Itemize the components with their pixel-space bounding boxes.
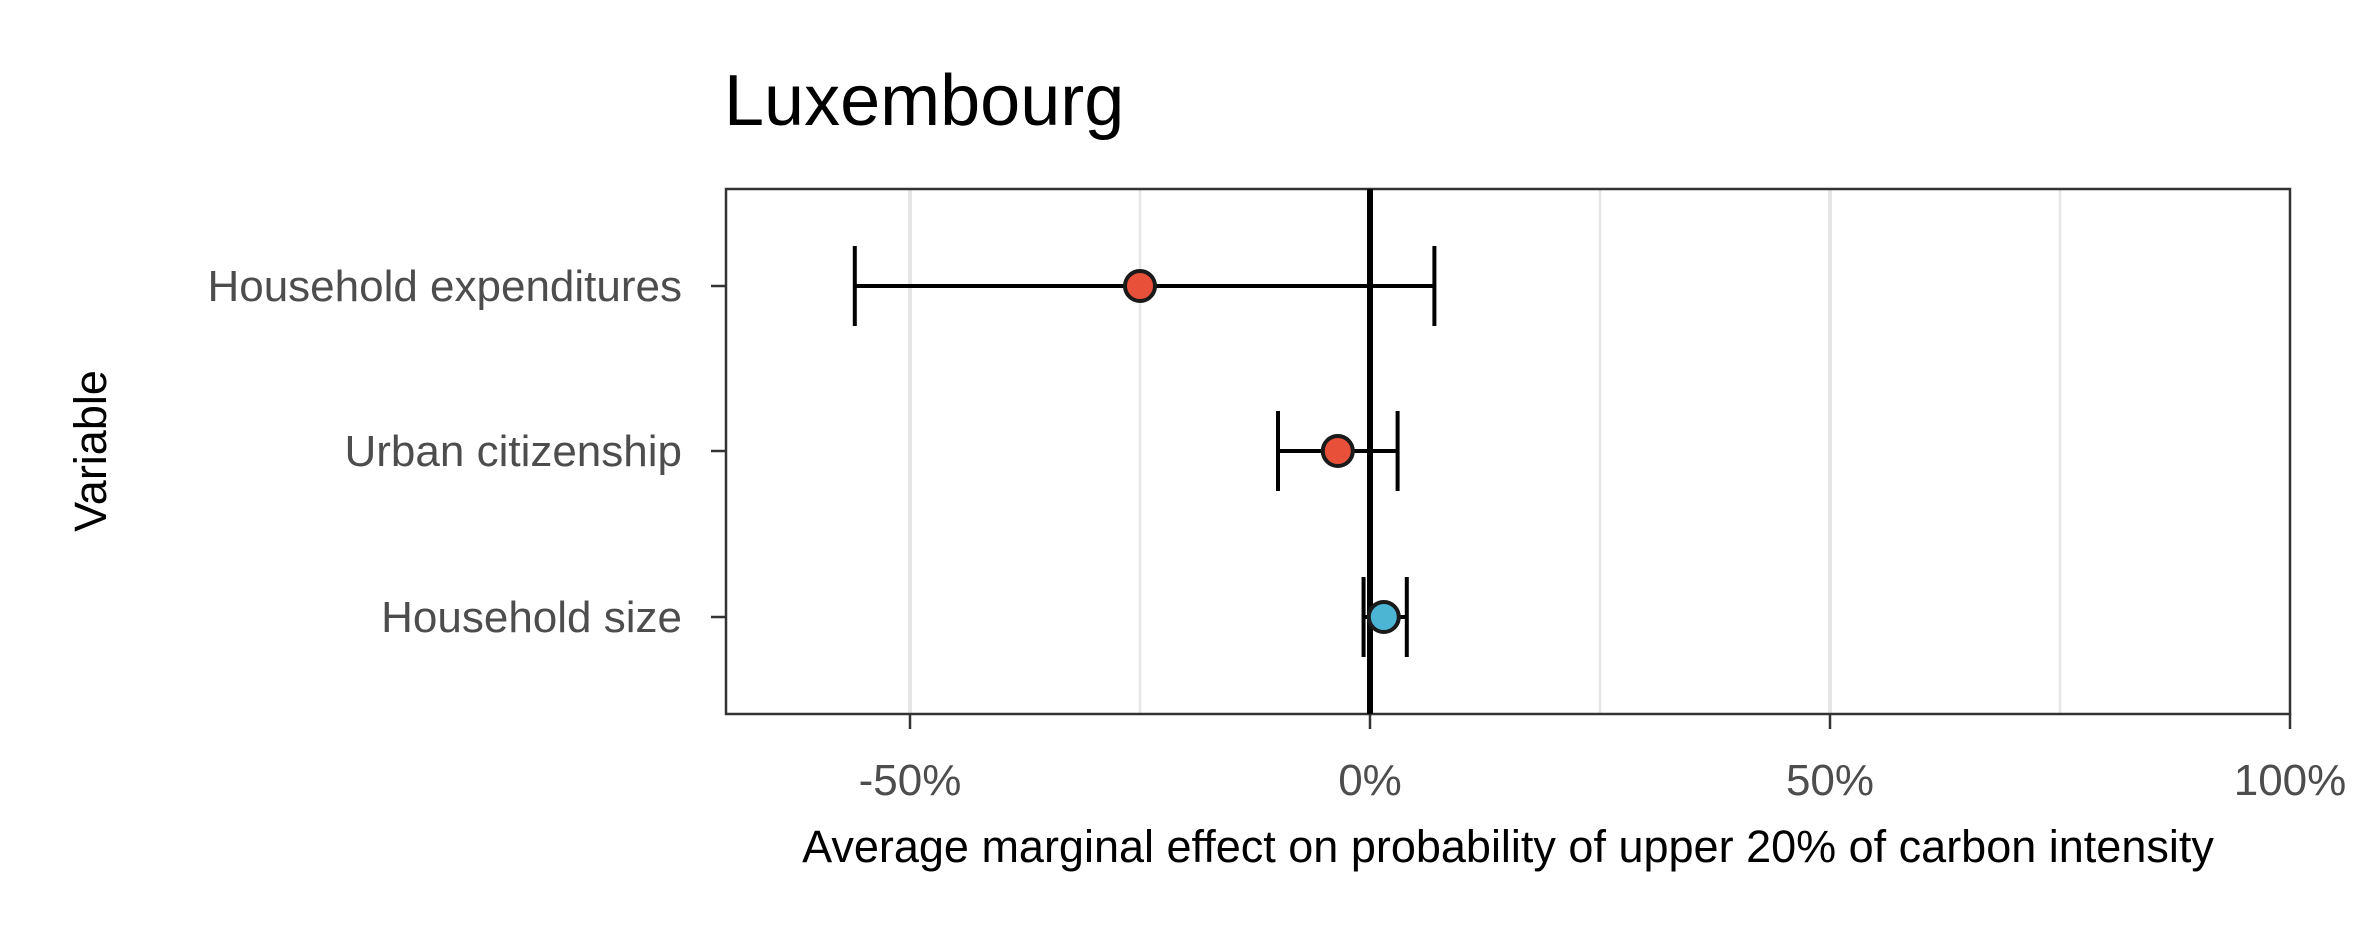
plot-panel-border (724, 187, 2292, 716)
x-tick-label: 0% (1338, 756, 1402, 805)
chart-title: Luxembourg (724, 61, 1124, 141)
errorbar-group (1361, 577, 1409, 657)
point-estimate-marker (1366, 600, 1401, 634)
x-tick-label: 100% (2234, 756, 2347, 805)
x-tick-label: 50% (1786, 756, 1874, 805)
grid-lines (908, 189, 2062, 714)
point-estimate-marker (1123, 269, 1157, 303)
errorbar-group (852, 246, 1437, 326)
x-axis: -50% 0% 50% 100% (859, 714, 2347, 805)
y-tick-label: Household expenditures (207, 262, 682, 311)
x-tick-label: -50% (859, 756, 962, 805)
data-marks (852, 246, 1437, 657)
y-tick-label: Urban citizenship (345, 427, 683, 476)
errorbar-group (1276, 411, 1400, 491)
y-axis-title: Variable (65, 370, 116, 532)
point-estimate-marker (1320, 434, 1355, 468)
x-axis-title: Average marginal effect on probability o… (802, 821, 2214, 872)
y-axis: Household expenditures Urban citizenship H… (207, 262, 726, 642)
y-tick-label: Household size (381, 593, 682, 642)
